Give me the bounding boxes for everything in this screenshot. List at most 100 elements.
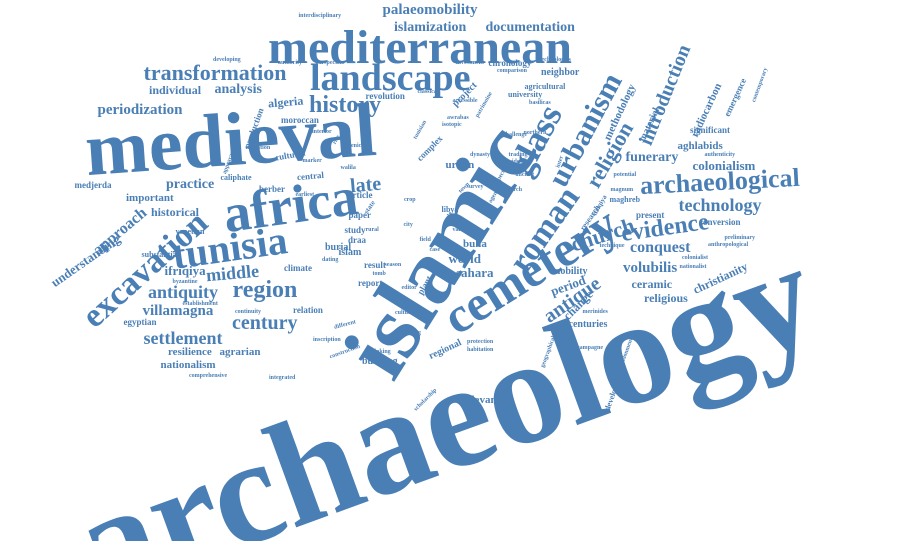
cloud-word: article [348, 189, 373, 200]
cloud-word: awrabas [447, 115, 469, 121]
cloud-word: substantial [141, 250, 179, 259]
cloud-word: culture [395, 310, 414, 316]
cloud-word: medjerda [74, 179, 112, 190]
cloud-word: crop [404, 197, 416, 203]
cloud-word: palaeomobility [382, 1, 478, 18]
cloud-word: sahara [456, 264, 494, 280]
cloud-word: northern [523, 130, 547, 136]
cloud-word: levantine [471, 393, 515, 406]
cloud-word: transformation [143, 60, 287, 85]
cloud-word: climate [284, 262, 312, 273]
cloud-word: report [358, 277, 383, 288]
cloud-word: resilience [168, 345, 212, 358]
cloud-word: comparison [497, 68, 527, 74]
cloud-word: campagne [577, 345, 603, 351]
cloud-word: authenticity [704, 152, 736, 158]
cloud-word: dating [322, 257, 339, 263]
cloud-word: building [362, 356, 398, 367]
cloud-word: mobility [552, 266, 588, 277]
cloud-word: establishment [182, 301, 218, 307]
cloud-word: historical [151, 205, 199, 219]
cloud-word: search [505, 187, 523, 193]
cloud-word: analysis [214, 82, 262, 97]
cloud-word: urban [445, 158, 475, 171]
cloud-word: potential [613, 172, 637, 178]
cloud-word: mediterranean [268, 21, 572, 74]
cloud-word: technology [678, 195, 762, 215]
cloud-word: interdisciplinary [298, 13, 342, 19]
cloud-word: agricultural [524, 82, 566, 91]
cloud-word: habitation [467, 347, 494, 353]
cloud-word: burial [325, 242, 352, 253]
cloud-word: funerary [625, 150, 679, 165]
cloud-word: dynasty [470, 152, 491, 158]
cloud-word: integrated [269, 375, 296, 381]
cloud-word: merinides [582, 309, 608, 315]
cloud-word: preliminary [724, 235, 756, 241]
cloud-word: colonialism [692, 157, 756, 173]
cloud-word: classical [417, 89, 439, 95]
cloud-word: contemporary [751, 66, 770, 104]
cloud-word: perspective [315, 60, 345, 66]
cloud-word: century [232, 312, 298, 334]
cloud-word: region [232, 277, 298, 303]
cloud-word: season [384, 262, 402, 268]
cloud-word: chronology [488, 57, 532, 68]
cloud-word: islamization [394, 20, 467, 35]
cloud-word: irrigation [245, 145, 271, 151]
cloud-word: paper [348, 209, 372, 220]
cloud-word: ceramic [631, 277, 673, 291]
cloud-word: conversion [699, 216, 741, 227]
cloud-word: magnum [610, 187, 634, 193]
cloud-word: relation [293, 304, 323, 315]
cloud-word: centuries [568, 319, 608, 330]
cloud-word: landscape [310, 57, 471, 99]
cloud-word: byzantine [172, 279, 198, 285]
cloud-word: earliest [295, 192, 315, 198]
cloud-word: provide [500, 159, 520, 165]
cloud-word: documentation [485, 20, 575, 35]
cloud-word: interior [312, 129, 332, 135]
cloud-word: history [309, 92, 381, 118]
cloud-word: volubilis [623, 259, 678, 276]
cloud-word: editor [401, 285, 417, 291]
cloud-word: marker [302, 158, 322, 164]
cloud-word: study [344, 224, 366, 235]
cloud-word: anthropological [708, 242, 749, 248]
cloud-word: nationalist [679, 264, 707, 270]
cloud-word: challenge [503, 132, 527, 138]
cloud-word: antiquity [148, 282, 219, 302]
cloud-word: city [403, 222, 413, 228]
cloud-word: aghlabids [677, 139, 723, 152]
cloud-word: tomb [372, 271, 386, 277]
cloud-word: bulla [463, 237, 487, 250]
cloud-word: developing [213, 57, 241, 63]
cloud-word: evolving [399, 330, 421, 336]
cloud-word: islam [338, 247, 362, 258]
cloud-word: religious [644, 291, 688, 305]
cloud-word: basilicas [529, 100, 551, 106]
cloud-word: ancient [515, 172, 535, 178]
cloud-word: libya [441, 205, 459, 214]
cloud-word: periodization [97, 101, 183, 118]
cloud-word: villamagna [142, 302, 214, 319]
cloud-word: individual [149, 83, 202, 97]
cloud-word: trading [508, 152, 528, 158]
cloud-word: authority [278, 60, 302, 66]
cloud-word: agrarian [219, 345, 261, 358]
cloud-word: neighbor [541, 67, 580, 78]
cloud-word: result [364, 259, 386, 270]
cloud-word: ifriqiya [164, 262, 206, 278]
cloud-word: valley [452, 227, 468, 233]
cloud-word: technologies [539, 57, 571, 63]
cloud-word: survey [466, 184, 484, 190]
cloud-word: continuity [235, 309, 262, 315]
cloud-word: isotopic [442, 122, 462, 128]
cloud-word: caliphate [220, 173, 252, 182]
cloud-word: settlement [143, 328, 223, 348]
cloud-word: egyptian [123, 316, 157, 327]
cloud-word: venetian [175, 227, 205, 236]
cloud-word: world [448, 250, 482, 266]
cloud-word: tunisian [412, 119, 428, 141]
